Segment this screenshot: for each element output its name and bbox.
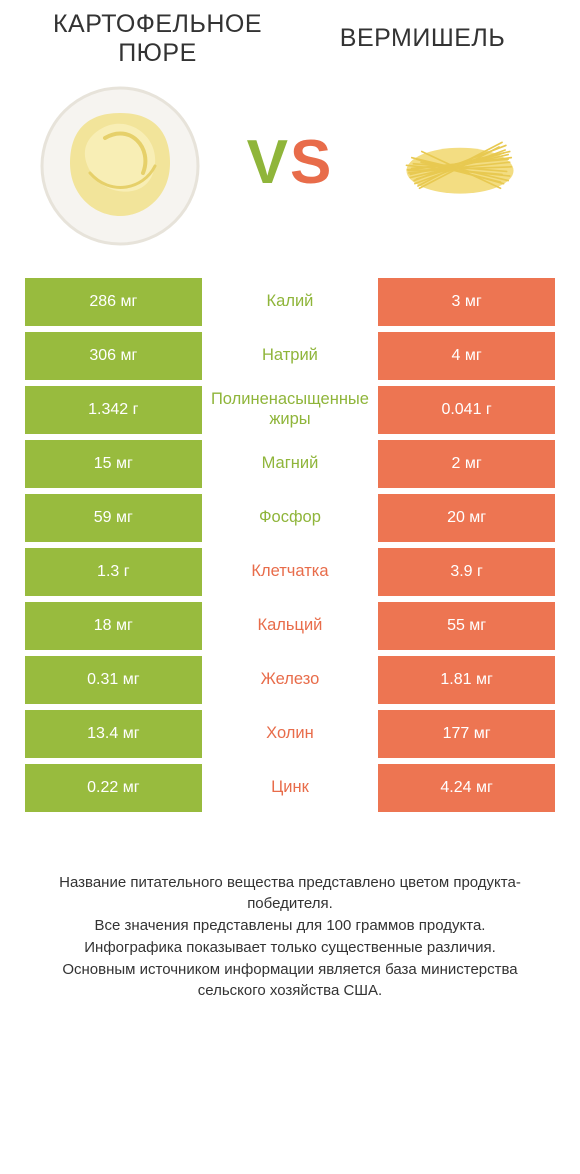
value-right: 2 мг — [378, 440, 555, 488]
title-right: ВЕРМИШЕЛЬ — [290, 24, 555, 53]
value-left: 15 мг — [25, 440, 202, 488]
title-left: КАРТОФЕЛЬНОЕПЮРЕ — [25, 10, 290, 68]
value-left: 286 мг — [25, 278, 202, 326]
value-right: 1.81 мг — [378, 656, 555, 704]
value-right: 3.9 г — [378, 548, 555, 596]
value-left: 0.31 мг — [25, 656, 202, 704]
value-left: 59 мг — [25, 494, 202, 542]
table-row: 18 мгКальций55 мг — [25, 602, 555, 650]
nutrient-label: Магний — [202, 440, 379, 488]
footer-line: Основным источником информации является … — [30, 959, 550, 1003]
value-right: 55 мг — [378, 602, 555, 650]
footer-notes: Название питательного вещества представл… — [25, 872, 555, 1003]
value-left: 306 мг — [25, 332, 202, 380]
table-row: 0.31 мгЖелезо1.81 мг — [25, 656, 555, 704]
table-row: 1.3 гКлетчатка3.9 г — [25, 548, 555, 596]
table-row: 306 мгНатрий4 мг — [25, 332, 555, 380]
table-row: 0.22 мгЦинк4.24 мг — [25, 764, 555, 812]
vs-label: VS — [247, 127, 334, 198]
footer-line: Все значения представлены для 100 граммо… — [30, 915, 550, 937]
table-row: 59 мгФосфор20 мг — [25, 494, 555, 542]
header: КАРТОФЕЛЬНОЕПЮРЕ ВЕРМИШЕЛЬ — [25, 10, 555, 68]
nutrient-label: Фосфор — [202, 494, 379, 542]
nutrient-label: Холин — [202, 710, 379, 758]
nutrient-label: Цинк — [202, 764, 379, 812]
value-right: 3 мг — [378, 278, 555, 326]
value-right: 0.041 г — [378, 386, 555, 434]
nutrient-label: Натрий — [202, 332, 379, 380]
mashed-potato-image — [35, 78, 205, 248]
vs-row: VS — [25, 78, 555, 248]
footer-line: Инфографика показывает только существенн… — [30, 937, 550, 959]
value-right: 4.24 мг — [378, 764, 555, 812]
value-left: 0.22 мг — [25, 764, 202, 812]
value-left: 18 мг — [25, 602, 202, 650]
table-row: 1.342 гПолиненасыщенные жиры0.041 г — [25, 386, 555, 434]
value-left: 13.4 мг — [25, 710, 202, 758]
table-row: 286 мгКалий3 мг — [25, 278, 555, 326]
nutrient-label: Кальций — [202, 602, 379, 650]
comparison-table: 286 мгКалий3 мг 306 мгНатрий4 мг 1.342 гПо… — [25, 278, 555, 812]
footer-line: Название питательного вещества представл… — [30, 872, 550, 916]
nutrient-label: Клетчатка — [202, 548, 379, 596]
nutrient-label: Железо — [202, 656, 379, 704]
value-right: 20 мг — [378, 494, 555, 542]
nutrient-label: Калий — [202, 278, 379, 326]
table-row: 13.4 мгХолин177 мг — [25, 710, 555, 758]
vermicelli-image — [375, 78, 545, 248]
table-row: 15 мгМагний2 мг — [25, 440, 555, 488]
value-right: 177 мг — [378, 710, 555, 758]
value-left: 1.342 г — [25, 386, 202, 434]
value-left: 1.3 г — [25, 548, 202, 596]
value-right: 4 мг — [378, 332, 555, 380]
nutrient-label: Полиненасыщенные жиры — [202, 386, 379, 434]
